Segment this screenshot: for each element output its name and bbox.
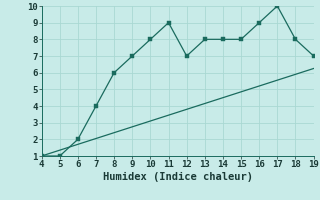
X-axis label: Humidex (Indice chaleur): Humidex (Indice chaleur) (103, 172, 252, 182)
